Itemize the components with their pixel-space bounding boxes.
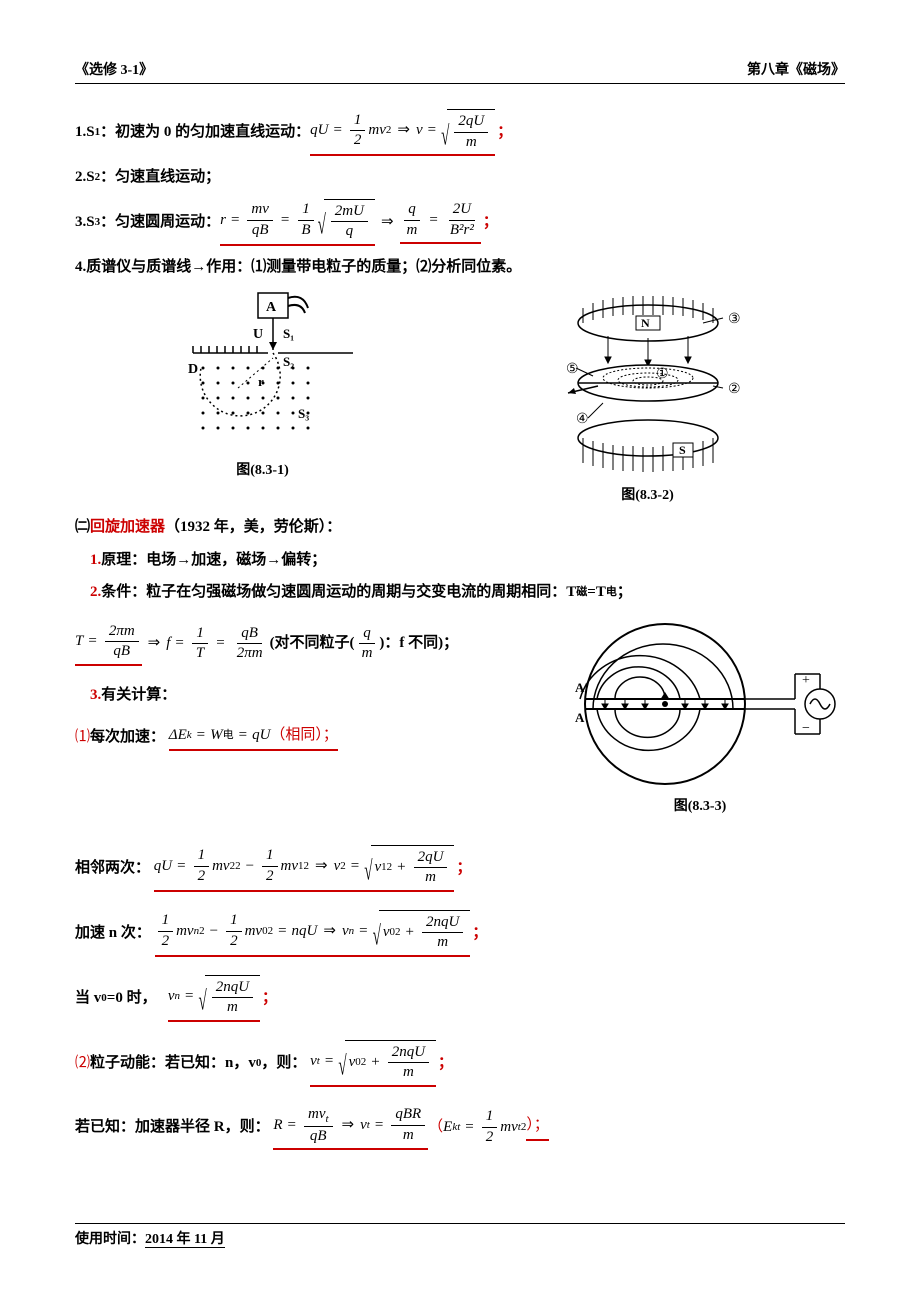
n-times-formula: 加速 n 次： 12 mvn2 − 12 mv02 = nqU ⇒ vn = √… [75, 910, 845, 957]
fig-label: 图(8.3-3) [555, 796, 845, 817]
calc-2: ⑵粒子动能：若已知：n，v0，则： vt = √ v02 + 2nqUm ； [75, 1040, 845, 1087]
section-2-title: ㈡回旋加速器（1932 年，美，劳伦斯）： [75, 516, 845, 539]
text: ：初速为 0 的匀加速直线运动： [100, 121, 310, 144]
svg-text:D: D [188, 362, 198, 377]
adjacent-formula: 相邻两次： qU= 12 mv22 − 12 mv12 ⇒ v2 = √ v12… [75, 845, 845, 892]
item-3: 3.S3 ：匀速圆周运动： r= mvqB = 1B √2mUq ⇒ qm = … [75, 199, 845, 246]
figure-row-1: A U S₁ S₂ D r S₃ 图(8.3 [75, 288, 845, 506]
svg-text:A: A [575, 710, 585, 725]
svg-text:A′: A′ [575, 680, 588, 695]
item-1: 1.S1 ：初速为 0 的匀加速直线运动： qU = 12 mv2 ⇒ v = … [75, 109, 845, 156]
calc-1: ⑴每次加速： ΔEk = W电 = qU （相同）； [75, 724, 545, 751]
page-header: 《选修 3-1》 第八章《磁场》 [75, 60, 845, 84]
item-4: 4. 质谱仪与质谱线→作用：⑴测量带电粒子的质量；⑵分析同位素。 [75, 256, 845, 279]
svg-text:N: N [641, 316, 650, 330]
svg-text:①: ① [656, 367, 669, 382]
footer-label: 使用时间： [75, 1232, 145, 1247]
svg-text:⑤: ⑤ [566, 362, 579, 377]
section-2-line-1: 1.原理：电场→加速，磁场→偏转； [90, 549, 845, 572]
cyclotron-top-diagram: A′ A + − [555, 614, 845, 794]
figure-8-3-3: A′ A + − 图(8.3-3) [555, 614, 845, 817]
period-formula: T= 2πmqB ⇒ f= 1T = qB2πm (对不同粒子(qm)：f 不同… [75, 622, 545, 666]
fig-label: 图(8.3-2) [528, 485, 768, 506]
prefix: 1.S [75, 121, 95, 144]
svg-text:②: ② [728, 382, 741, 397]
figure-8-3-2: N S ① ② ③ ④ ⑤ 图(8.3-2) [528, 288, 768, 506]
formula-1: qU = 12 mv2 ⇒ v = √2qUm [310, 109, 495, 156]
page-footer: 使用时间：2014 年 11 月 [75, 1223, 845, 1250]
calc-heading: 3.有关计算： [90, 684, 545, 707]
formula-3a: r= mvqB = 1B √2mUq [220, 199, 375, 246]
svg-text:r: r [258, 374, 264, 389]
svg-text:S: S [679, 443, 686, 457]
section-2-line-2: 2.条件：粒子在匀强磁场做匀速圆周运动的周期与交变电流的周期相同：T磁=T电； [90, 581, 845, 604]
footer-date: 2014 年 11 月 [145, 1232, 225, 1248]
svg-text:A: A [266, 300, 277, 315]
fig-label: 图(8.3-1) [153, 460, 373, 481]
svg-text:−: − [802, 721, 810, 736]
svg-text:S₁: S₁ [283, 326, 294, 341]
svg-text:+: + [802, 673, 810, 688]
svg-text:③: ③ [728, 312, 741, 327]
svg-text:S₃: S₃ [298, 406, 309, 421]
mass-spectrometer-diagram: A U S₁ S₂ D r S₃ [153, 288, 373, 458]
radius-formula: 若已知：加速器半径 R，则： R= mvtqB ⇒ vt = qBRm （ Ek… [75, 1105, 845, 1151]
svg-text:④: ④ [576, 412, 589, 427]
figure-8-3-1: A U S₁ S₂ D r S₃ 图(8.3 [153, 288, 373, 481]
header-left: 《选修 3-1》 [75, 60, 153, 81]
formula-3b: qm = 2UB²r² [400, 200, 481, 244]
header-right: 第八章《磁场》 [747, 60, 845, 81]
svg-text:U: U [253, 327, 263, 342]
cyclotron-3d-diagram: N S ① ② ③ ④ ⑤ [528, 288, 768, 483]
v0-zero-formula: 当 v0=0 时， vn = √ 2nqUm ； [75, 975, 845, 1022]
item-2: 2.S2 ：匀速直线运动； [75, 166, 845, 189]
